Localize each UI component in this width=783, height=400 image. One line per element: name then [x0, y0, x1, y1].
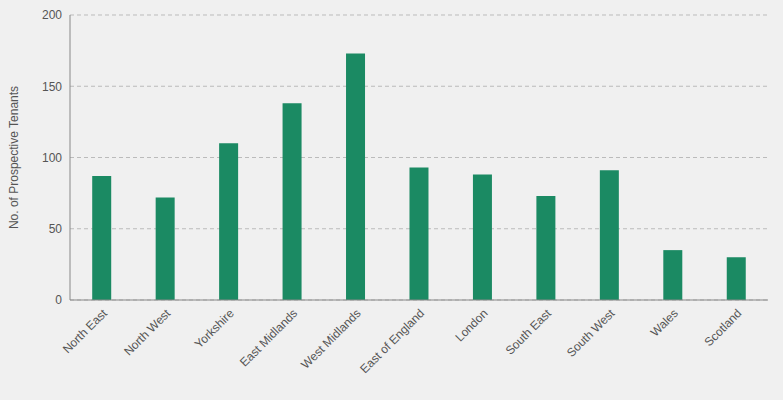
- svg-text:North West: North West: [121, 306, 174, 359]
- svg-text:South East: South East: [503, 306, 555, 358]
- svg-text:East of England: East of England: [357, 306, 427, 376]
- svg-text:50: 50: [49, 222, 63, 236]
- svg-text:West Midlands: West Midlands: [298, 306, 363, 371]
- svg-text:150: 150: [42, 80, 62, 94]
- svg-text:No. of Prospective Tenants: No. of Prospective Tenants: [8, 86, 21, 229]
- svg-text:South West: South West: [564, 306, 618, 360]
- svg-text:Scotland: Scotland: [701, 306, 744, 349]
- svg-text:0: 0: [55, 293, 62, 307]
- svg-text:200: 200: [42, 8, 62, 22]
- svg-text:Yorkshire: Yorkshire: [192, 306, 237, 351]
- svg-text:North East: North East: [60, 306, 110, 356]
- svg-text:100: 100: [42, 151, 62, 165]
- svg-text:London: London: [452, 306, 490, 344]
- svg-text:Wales: Wales: [648, 306, 681, 339]
- svg-text:East Midlands: East Midlands: [237, 306, 300, 369]
